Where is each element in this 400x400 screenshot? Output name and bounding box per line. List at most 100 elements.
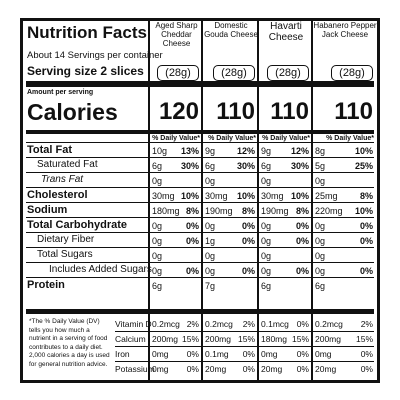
vitamin-label: Potassium: [115, 364, 155, 374]
thick-rule-mid: [26, 130, 374, 134]
vitamin-amount: 180mg: [261, 334, 287, 344]
row-rule: [26, 157, 374, 158]
vitamin-daily-value n: 0%: [296, 364, 309, 374]
nutrient-label: Dietary Fiber: [37, 234, 95, 245]
vitamin-rule: [115, 346, 374, 347]
nutrient-amount: 0g: [152, 221, 163, 231]
nutrient-daily-value: 10%: [236, 191, 255, 201]
vitamin-daily-value n: 0%: [242, 364, 255, 374]
nutrient-daily-value: 12%: [290, 146, 309, 156]
vitamin-daily-value n: 0%: [242, 349, 255, 359]
nutrient-amount: 6g: [205, 161, 216, 171]
nutrient-daily-value: 0%: [359, 236, 373, 246]
nutrient-label: Total Carbohydrate: [27, 219, 128, 231]
daily-value-header: % Daily Value*: [152, 135, 200, 142]
nutrient-amount: 0g: [261, 236, 272, 246]
nutrient-amount: 0g: [315, 236, 326, 246]
nutrient-daily-value: 8%: [185, 206, 199, 216]
nutrient-amount: 6g: [315, 281, 326, 291]
serving-weight: (28g): [157, 65, 199, 81]
nutrient-amount: 0g: [205, 251, 216, 261]
nutrient-amount: 0g: [315, 176, 326, 186]
nutrition-facts-panel: Nutrition Facts About 14 Servings per co…: [20, 18, 380, 383]
vitamin-amount: 20mg: [315, 364, 337, 374]
nutrient-amount: 0g: [261, 266, 272, 276]
calories-value: 110: [334, 98, 373, 125]
nutrient-label: Cholesterol: [27, 189, 88, 201]
nutrient-daily-value: 0%: [295, 236, 309, 246]
vitamin-daily-value n: 15%: [181, 334, 199, 344]
nutrient-amount: 0g: [152, 251, 163, 261]
nutrient-amount: 0g: [315, 221, 326, 231]
vitamin-amount: 0mg: [152, 364, 169, 374]
daily-value-header: % Daily Value*: [208, 135, 256, 142]
nutrient-amount: 30mg: [152, 191, 175, 201]
nutrient-amount: 0g: [205, 266, 216, 276]
vitamin-amount: 20mg: [205, 364, 227, 374]
nutrient-daily-value: 10%: [180, 191, 199, 201]
panel-title: Nutrition Facts: [27, 23, 147, 42]
nutrient-label: Saturated Fat: [37, 159, 98, 170]
thick-rule-top: [26, 81, 374, 87]
nutrient-amount: 0g: [205, 221, 216, 231]
vitamin-daily-value n: 2%: [242, 319, 255, 329]
column-separator: [201, 21, 203, 380]
nutrient-amount: 30mg: [261, 191, 284, 201]
nutrient-daily-value: 8%: [359, 191, 373, 201]
calories-label: Calories: [27, 99, 118, 125]
nutrient-amount: 190mg: [205, 206, 233, 216]
nutrient-amount: 9g: [261, 146, 272, 156]
nutrient-amount: 180mg: [152, 206, 180, 216]
nutrient-amount: 0g: [152, 236, 163, 246]
nutrient-amount: 0g: [315, 266, 326, 276]
nutrient-daily-value: 0%: [185, 236, 199, 246]
column-separator: [257, 21, 259, 380]
nutrient-amount: 0g: [152, 176, 163, 186]
vitamin-daily-value n: 0%: [296, 349, 309, 359]
nutrient-daily-value: 30%: [236, 161, 255, 171]
nutrient-label: Total Sugars: [37, 249, 93, 260]
product-name: Havarti Cheese: [268, 21, 304, 43]
vitamin-daily-value n: 2%: [186, 319, 199, 329]
row-rule: [26, 232, 374, 233]
vitamin-amount: 0.2mcg: [315, 319, 343, 329]
vitamin-daily-value n: 15%: [237, 334, 255, 344]
nutrient-label: Total Fat: [27, 144, 73, 156]
vitamin-amount: 0mg: [261, 349, 278, 359]
vitamin-daily-value n: 15%: [291, 334, 309, 344]
nutrient-daily-value: 0%: [295, 221, 309, 231]
row-rule: [26, 277, 374, 278]
vitamin-daily-value n: 2%: [360, 319, 373, 329]
nutrient-amount: 5g: [315, 161, 326, 171]
nutrient-amount: 0g: [261, 221, 272, 231]
vitamin-amount: 0mg: [315, 349, 332, 359]
product-name: Domestic Gouda Cheese: [204, 21, 258, 39]
calories-value: 110: [216, 98, 255, 125]
nutrient-daily-value: 10%: [354, 206, 373, 216]
serving-size-label: Serving size: [27, 64, 98, 78]
nutrient-label: Sodium: [27, 204, 68, 216]
nutrient-label: Trans Fat: [41, 174, 84, 185]
nutrient-label: Protein: [27, 279, 65, 291]
nutrient-amount: 8g: [315, 146, 326, 156]
product-name: Habanero Pepper Jack Cheese: [313, 21, 377, 39]
vitamin-amount: 20mg: [261, 364, 283, 374]
thick-rule-bottom: [26, 309, 374, 314]
nutrient-daily-value: 8%: [295, 206, 309, 216]
vitamin-label: Calcium: [115, 334, 146, 344]
calories-value: 120: [158, 98, 199, 125]
row-rule: [26, 172, 374, 173]
vitamin-daily-value n: 0%: [186, 364, 199, 374]
vitamin-amount: 0.2mcg: [152, 319, 180, 329]
footnote: *The % Daily Value (DV) tells you how mu…: [29, 318, 110, 368]
nutrient-amount: 220mg: [315, 206, 343, 216]
nutrient-daily-value: 13%: [180, 146, 199, 156]
vitamin-daily-value n: 15%: [355, 334, 373, 344]
serving-size-value: 2 slices: [100, 64, 144, 78]
nutrient-daily-value: 0%: [185, 266, 199, 276]
nutrient-amount: 0g: [261, 251, 272, 261]
row-rule: [26, 142, 374, 143]
nutrient-daily-value: 0%: [241, 266, 255, 276]
row-rule: [26, 262, 374, 263]
calories-value: 110: [270, 98, 309, 125]
